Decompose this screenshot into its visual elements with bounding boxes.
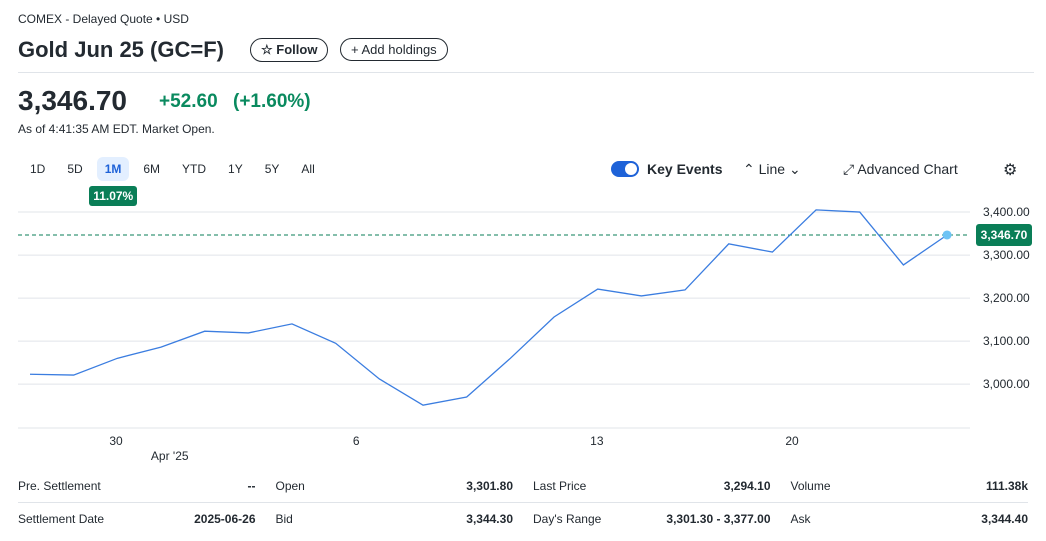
stat-label: Ask: [790, 512, 811, 526]
chart: 3,000.00 3,100.00 3,200.00 3,300.00 3,400.00…: [18, 205, 1032, 463]
x-tick-label: 30: [109, 434, 123, 448]
stat-label: Day's Range: [533, 512, 602, 526]
range-button[interactable]: 5D: [67, 162, 83, 176]
last-point: [942, 230, 952, 240]
range-button[interactable]: All: [301, 162, 315, 176]
as-of: As of 4:41:35 AM EDT. Market Open.: [18, 122, 215, 136]
follow-button[interactable]: ☆ Follow: [250, 38, 329, 62]
stats-cell: Open 3,301.80: [276, 479, 514, 493]
range-button[interactable]: YTD: [182, 162, 207, 176]
y-tick-label: 3,100.00: [983, 334, 1030, 348]
stats-cell: Last Price 3,294.10: [533, 479, 771, 493]
stat-value: 3,294.10: [723, 479, 771, 493]
range-bar: 1D 5D 1M 6M YTD 1Y 5Y All: [22, 157, 323, 181]
stats-row: Settlement Date 2025-06-26 Bid 3,344.30 Day'…: [18, 503, 1028, 535]
last-price-label: 3,346.70: [981, 228, 1028, 242]
last-price-box: [976, 223, 1032, 246]
advanced-chart[interactable]: ⤢ Advanced Chart: [843, 161, 958, 177]
stats-cell: Bid 3,344.30: [276, 512, 514, 526]
stats-cell: Volume 111.38k: [791, 479, 1029, 493]
stats: Pre. Settlement -- Open 3,301.80 Last Price 3…: [18, 470, 1028, 535]
y-tick-label: 3,200.00: [983, 291, 1030, 305]
add-button[interactable]: + Add holdings: [340, 38, 448, 61]
range-button[interactable]: 1Y: [228, 162, 243, 176]
key-events[interactable]: Key Events: [647, 161, 723, 177]
follow-label: Follow: [276, 42, 318, 57]
y-tick-label: 3,300.00: [983, 248, 1030, 262]
price: 3,346.70: [18, 85, 127, 116]
range-button[interactable]: 1M: [96, 157, 130, 181]
toggle[interactable]: [611, 161, 639, 177]
line-menu[interactable]: ⌃ Line ⌄: [743, 161, 801, 177]
x-tick-label: 13: [590, 434, 604, 448]
change-pct: (+1.60%): [233, 91, 311, 112]
stats-row: Pre. Settlement -- Open 3,301.80 Last Price 3…: [18, 470, 1028, 503]
stat-value: 111.38k: [985, 479, 1028, 493]
stat-value: 3,301.80: [466, 479, 513, 493]
line-label: Line: [758, 161, 786, 177]
range-button[interactable]: 5Y: [264, 162, 280, 176]
range-button[interactable]: 1D: [30, 162, 46, 176]
stat-value: 3,344.30: [466, 512, 513, 526]
stat-value: 3,301.30 - 3,377.00: [666, 512, 771, 526]
stat-label: Bid: [275, 512, 293, 526]
stat-label: Last Price: [533, 479, 587, 493]
divider: [18, 72, 1034, 73]
x-tick-label-secondary: Apr '25: [151, 449, 189, 463]
stat-value: 3,344.40: [981, 512, 1028, 526]
y-tick-label: 3,000.00: [983, 377, 1030, 391]
stat-label: Volume: [790, 479, 831, 493]
stats-cell: Ask 3,344.40: [791, 512, 1029, 526]
stat-value: --: [247, 479, 256, 493]
stat-label: Pre. Settlement: [18, 479, 101, 493]
source: COMEX - Delayed Quote • USD: [18, 12, 189, 26]
x-tick-label: 20: [785, 434, 799, 448]
title: Gold Jun 25 (GC=F): [18, 37, 224, 62]
price-line: [29, 209, 948, 406]
advanced-label: Advanced Chart: [857, 161, 958, 177]
range-badge: 11.07%: [89, 186, 138, 206]
change: +52.60: [159, 91, 218, 112]
stat-label: Open: [275, 479, 305, 493]
stat-label: Settlement Date: [18, 512, 105, 526]
stats-cell: Settlement Date 2025-06-26: [18, 512, 256, 526]
x-tick-label: 6: [353, 434, 360, 448]
range-button[interactable]: 6M: [143, 162, 161, 176]
y-tick-label: 3,400.00: [983, 205, 1030, 219]
settings[interactable]: ⚙: [1003, 162, 1018, 179]
stats-cell: Day's Range 3,301.30 - 3,377.00: [533, 512, 771, 526]
add-label: Add holdings: [361, 42, 437, 57]
stat-value: 2025-06-26: [194, 512, 256, 526]
stats-cell: Pre. Settlement --: [18, 479, 256, 493]
